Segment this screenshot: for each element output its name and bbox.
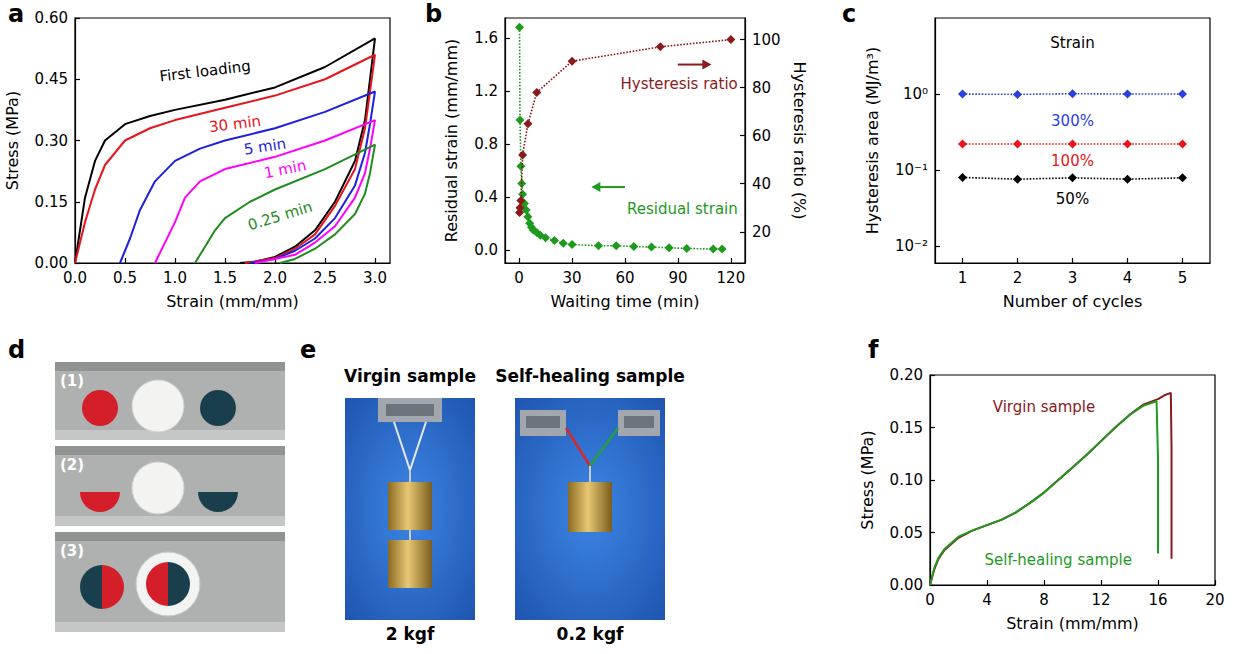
svg-text:Number of cycles: Number of cycles [1003, 292, 1143, 311]
svg-text:1.0: 1.0 [163, 269, 187, 287]
svg-text:0.15: 0.15 [890, 419, 923, 437]
svg-text:0.60: 0.60 [35, 9, 68, 27]
svg-text:30: 30 [563, 269, 582, 287]
svg-text:Strain (mm/mm): Strain (mm/mm) [1006, 614, 1139, 633]
svg-text:12: 12 [1091, 591, 1110, 609]
svg-text:Self-healing sample: Self-healing sample [495, 366, 685, 386]
svg-text:10⁻¹: 10⁻¹ [895, 161, 928, 179]
svg-text:Virgin sample: Virgin sample [344, 366, 476, 386]
svg-text:Virgin sample: Virgin sample [993, 398, 1096, 416]
svg-text:3.0: 3.0 [363, 269, 387, 287]
svg-text:4: 4 [1123, 269, 1133, 287]
svg-text:2.5: 2.5 [313, 269, 337, 287]
svg-text:300%: 300% [1051, 112, 1094, 130]
svg-text:1.5: 1.5 [213, 269, 237, 287]
svg-text:Self-healing sample: Self-healing sample [985, 551, 1132, 569]
svg-text:80: 80 [752, 79, 771, 97]
svg-text:120: 120 [717, 269, 746, 287]
svg-text:0.20: 0.20 [890, 366, 923, 384]
svg-text:Residual strain (mm/mm): Residual strain (mm/mm) [442, 39, 461, 243]
svg-text:0: 0 [925, 591, 935, 609]
svg-text:Stress (MPa): Stress (MPa) [3, 91, 22, 190]
svg-text:4: 4 [982, 591, 992, 609]
svg-text:2.0: 2.0 [263, 269, 287, 287]
svg-text:0.00: 0.00 [890, 576, 923, 594]
svg-text:20: 20 [752, 223, 771, 241]
svg-text:Residual strain: Residual strain [627, 200, 738, 218]
svg-text:(1): (1) [60, 372, 84, 390]
svg-text:Stress (MPa): Stress (MPa) [858, 430, 877, 529]
svg-text:40: 40 [752, 175, 771, 193]
svg-text:(3): (3) [60, 542, 84, 560]
svg-text:3: 3 [1068, 269, 1078, 287]
svg-text:20: 20 [1205, 591, 1224, 609]
svg-text:0.8: 0.8 [474, 135, 498, 153]
svg-text:10⁰: 10⁰ [903, 85, 928, 103]
svg-text:Waiting time (min): Waiting time (min) [550, 292, 699, 311]
svg-text:(2): (2) [60, 456, 84, 474]
svg-text:1.2: 1.2 [474, 82, 498, 100]
svg-text:d: d [8, 336, 25, 364]
svg-text:2: 2 [1013, 269, 1023, 287]
svg-text:Hysteresis ratio (%): Hysteresis ratio (%) [790, 62, 809, 220]
svg-text:8: 8 [1039, 591, 1049, 609]
svg-text:0.2 kgf: 0.2 kgf [557, 624, 625, 644]
svg-text:5: 5 [1178, 269, 1188, 287]
svg-text:0.0: 0.0 [63, 269, 87, 287]
svg-text:2 kgf: 2 kgf [386, 624, 435, 644]
svg-text:e: e [300, 336, 316, 364]
svg-text:16: 16 [1148, 591, 1167, 609]
svg-text:10⁻²: 10⁻² [895, 237, 928, 255]
svg-text:0.25 min: 0.25 min [246, 198, 315, 235]
svg-text:Strain (mm/mm): Strain (mm/mm) [166, 292, 299, 311]
svg-text:1.6: 1.6 [474, 29, 498, 47]
svg-text:60: 60 [752, 127, 771, 145]
svg-text:Strain: Strain [1050, 34, 1094, 52]
svg-text:0.05: 0.05 [890, 524, 923, 542]
svg-text:100: 100 [752, 31, 781, 49]
svg-text:Hysteresis area (MJ/m³): Hysteresis area (MJ/m³) [863, 47, 882, 234]
svg-text:a: a [8, 0, 24, 28]
svg-text:0: 0 [514, 269, 524, 287]
svg-text:50%: 50% [1056, 190, 1089, 208]
svg-text:b: b [425, 0, 442, 28]
svg-text:f: f [868, 336, 879, 364]
svg-text:0.30: 0.30 [35, 132, 68, 150]
svg-text:1: 1 [958, 269, 968, 287]
svg-text:0.00: 0.00 [34, 254, 68, 272]
svg-text:First loading: First loading [159, 57, 252, 86]
svg-text:90: 90 [668, 269, 687, 287]
svg-text:c: c [842, 0, 856, 28]
svg-text:60: 60 [615, 269, 634, 287]
svg-text:0.10: 0.10 [890, 471, 923, 489]
svg-text:0.4: 0.4 [474, 188, 498, 206]
svg-text:100%: 100% [1051, 152, 1094, 170]
svg-text:0.15: 0.15 [35, 193, 68, 211]
svg-text:30 min: 30 min [208, 112, 262, 136]
svg-text:0.5: 0.5 [113, 269, 137, 287]
svg-text:Hysteresis ratio: Hysteresis ratio [620, 75, 737, 93]
svg-text:0.0: 0.0 [474, 241, 498, 259]
svg-text:1 min: 1 min [262, 156, 307, 182]
svg-text:0.45: 0.45 [35, 70, 68, 88]
svg-text:5 min: 5 min [243, 135, 288, 159]
